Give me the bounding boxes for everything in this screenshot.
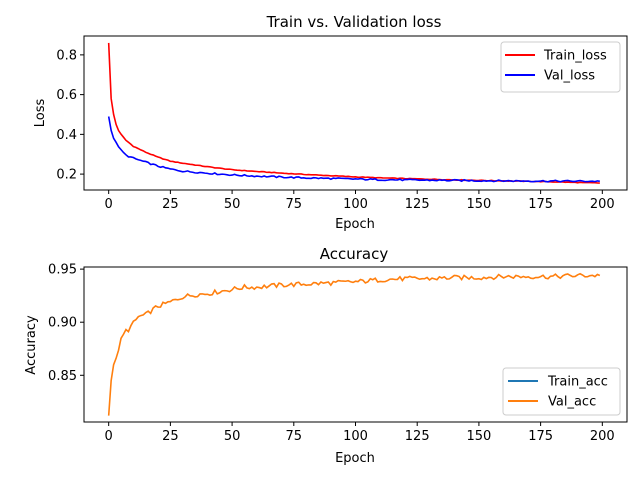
loss-legend: Train_loss Val_loss — [500, 41, 621, 93]
accuracy-y-tick-label: 0.95 — [48, 263, 77, 278]
accuracy-x-tick-label: 0 — [105, 429, 113, 444]
loss-x-tick-label: 150 — [466, 197, 491, 212]
accuracy-y-ticks: 0.85 0.90 0.95 — [48, 263, 84, 384]
val-loss-line — [107, 116, 600, 183]
loss-x-tick-label: 75 — [286, 197, 303, 212]
loss-subplot: Train vs. Validation loss Epoch Loss 0 25… — [33, 13, 628, 232]
accuracy-legend-box — [502, 367, 621, 416]
accuracy-legend: Train_acc Val_acc — [502, 367, 621, 416]
accuracy-x-tick-label: 175 — [528, 429, 553, 444]
loss-x-tick-label: 125 — [405, 197, 430, 212]
accuracy-x-axis-label: Epoch — [335, 451, 375, 466]
loss-y-ticks: 0.2 0.4 0.6 0.8 — [56, 48, 84, 183]
accuracy-x-tick-label: 100 — [343, 429, 368, 444]
loss-y-tick-label: 0.4 — [56, 128, 77, 143]
loss-x-tick-label: 100 — [343, 197, 368, 212]
accuracy-y-tick-label: 0.90 — [48, 316, 77, 331]
loss-y-tick-label: 0.8 — [56, 48, 77, 63]
loss-x-tick-label: 0 — [105, 197, 113, 212]
accuracy-x-tick-label: 75 — [286, 429, 303, 444]
accuracy-x-tick-label: 150 — [466, 429, 491, 444]
loss-y-axis-label: Loss — [33, 99, 48, 128]
val-loss-legend-label: Val_loss — [544, 69, 595, 84]
train-acc-legend-label: Train_acc — [547, 375, 608, 390]
loss-y-tick-label: 0.2 — [56, 168, 77, 183]
loss-chart-title: Train vs. Validation loss — [266, 13, 442, 31]
val-acc-line — [107, 272, 601, 416]
loss-x-tick-label: 25 — [162, 197, 179, 212]
accuracy-y-tick-label: 0.85 — [48, 369, 77, 384]
loss-x-tick-label: 200 — [590, 197, 615, 212]
accuracy-x-tick-label: 200 — [590, 429, 615, 444]
loss-y-tick-label: 0.6 — [56, 88, 77, 103]
loss-x-ticks: 0 25 50 75 100 125 150 175 200 — [105, 190, 615, 212]
accuracy-x-tick-label: 25 — [162, 429, 179, 444]
val-acc-legend-label: Val_acc — [548, 395, 596, 410]
accuracy-y-axis-label: Accuracy — [24, 315, 39, 375]
accuracy-x-tick-label: 125 — [405, 429, 430, 444]
accuracy-subplot: Accuracy Epoch Accuracy 0 25 50 75 100 125 150… — [24, 245, 628, 466]
loss-x-axis-label: Epoch — [335, 217, 375, 232]
loss-x-tick-label: 175 — [528, 197, 553, 212]
accuracy-x-tick-label: 50 — [224, 429, 241, 444]
loss-plot-area — [107, 42, 600, 184]
accuracy-x-ticks: 0 25 50 75 100 125 150 175 200 — [105, 422, 615, 444]
accuracy-plot-area — [107, 272, 601, 416]
loss-x-tick-label: 50 — [224, 197, 241, 212]
train-loss-legend-label: Train_loss — [543, 49, 607, 64]
accuracy-chart-title: Accuracy — [320, 245, 389, 263]
